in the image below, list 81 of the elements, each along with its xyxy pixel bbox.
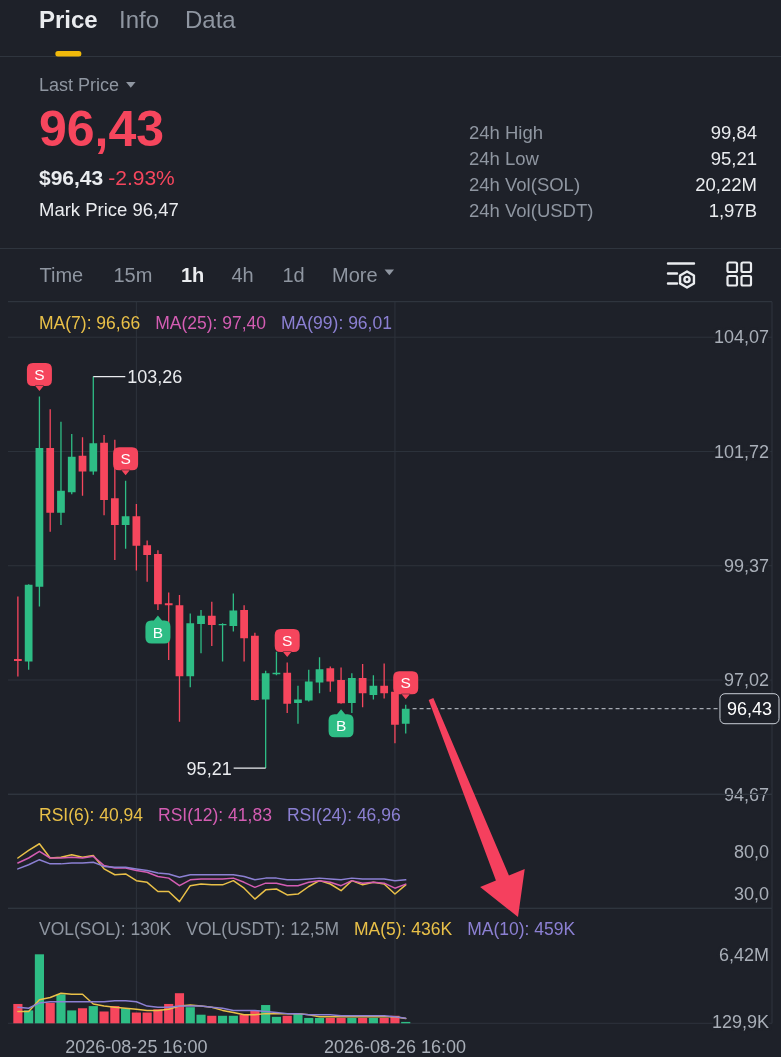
bar	[24, 1010, 34, 1024]
y-tick-label: 6,42M	[718, 944, 769, 965]
text: MA(10): 459K	[467, 919, 576, 940]
annotation: B	[152, 623, 164, 641]
annotation: VOL(SOL): 130K	[39, 919, 172, 940]
text: 20,22M	[695, 174, 757, 195]
text: -2.93%	[108, 165, 175, 189]
candlestick	[14, 596, 22, 677]
text: 96,43	[39, 101, 165, 157]
text: Info	[119, 6, 160, 33]
text: Price	[39, 6, 98, 33]
line-series	[17, 843, 407, 903]
x-tick-label: 2026-08-25 16:00	[65, 1036, 208, 1057]
annotation: MA(25): 97,40	[155, 312, 267, 333]
text: 4h	[231, 263, 254, 286]
annotation: MA(7): 96,66	[39, 312, 141, 333]
text: 24h Vol(USDT)	[469, 199, 594, 221]
series-label: RSI(6): 40,94	[39, 805, 144, 826]
text: $96,43	[39, 165, 104, 189]
annotation: VOL(USDT): 12,5M	[186, 919, 339, 940]
text: Time	[39, 263, 84, 286]
y-tick-label: 104,07	[713, 327, 769, 348]
text: 99,84	[710, 121, 757, 143]
bar	[121, 1008, 131, 1024]
y-tick-label: 97,02	[723, 670, 769, 691]
bar	[174, 993, 185, 1024]
text: 15m	[113, 263, 153, 286]
ref-line-label: 96,43	[726, 699, 772, 720]
candlestick	[57, 421, 65, 525]
text: 1,97B	[708, 199, 757, 221]
y-tick-label: 30,0	[733, 884, 769, 905]
bar	[358, 1017, 368, 1024]
bar	[131, 1012, 141, 1024]
candlestick	[154, 550, 162, 610]
text: Data	[185, 6, 237, 33]
text: 95,21	[710, 147, 757, 169]
bar	[228, 1015, 238, 1024]
text: More	[332, 263, 378, 286]
bar	[217, 1015, 228, 1024]
annotation: S	[120, 450, 131, 468]
annotation: 95,21	[186, 758, 232, 779]
text: RSI(24): 46,96	[286, 805, 401, 826]
bar	[45, 1002, 55, 1024]
line-series	[17, 999, 407, 1020]
text: 24h High	[469, 121, 544, 143]
annotation: S	[400, 674, 411, 692]
text: 24h Vol(SOL)	[469, 174, 581, 195]
bar	[88, 1006, 98, 1024]
candlestick	[197, 610, 205, 654]
annotation: S	[282, 632, 293, 650]
annotation: 103,26	[127, 367, 183, 388]
bar	[271, 1016, 282, 1024]
candlestick	[240, 605, 248, 662]
x-tick-label: 2026-08-26 16:00	[323, 1036, 466, 1057]
candlestick	[294, 685, 302, 724]
line-series	[17, 850, 407, 889]
y-tick-label: 101,72	[713, 441, 769, 462]
candlestick	[337, 667, 345, 704]
text: MA(5): 436K	[353, 919, 453, 940]
bar	[34, 954, 44, 1024]
bar	[207, 1015, 217, 1024]
y-tick-label: 129,9K	[711, 1012, 769, 1033]
y-tick-label: 80,0	[733, 842, 769, 863]
bar	[368, 1017, 378, 1024]
annotation: MA(99): 96,01	[281, 312, 392, 333]
bar	[77, 1008, 88, 1024]
text: Mark Price 96,47	[39, 199, 179, 220]
y-tick-label: 99,37	[723, 556, 769, 577]
text: RSI(12): 41,83	[158, 805, 272, 826]
text: 1h	[181, 263, 205, 286]
bar	[314, 1017, 325, 1024]
candlestick	[100, 434, 108, 516]
text: Last Price	[39, 75, 120, 95]
annotation: B	[335, 717, 347, 735]
annotation: S	[34, 366, 45, 384]
text: 1d	[282, 263, 305, 286]
bar	[282, 1015, 292, 1024]
line-series	[17, 858, 407, 882]
bar	[347, 1017, 357, 1024]
bar	[13, 1003, 23, 1024]
text: 24h Low	[469, 147, 540, 169]
